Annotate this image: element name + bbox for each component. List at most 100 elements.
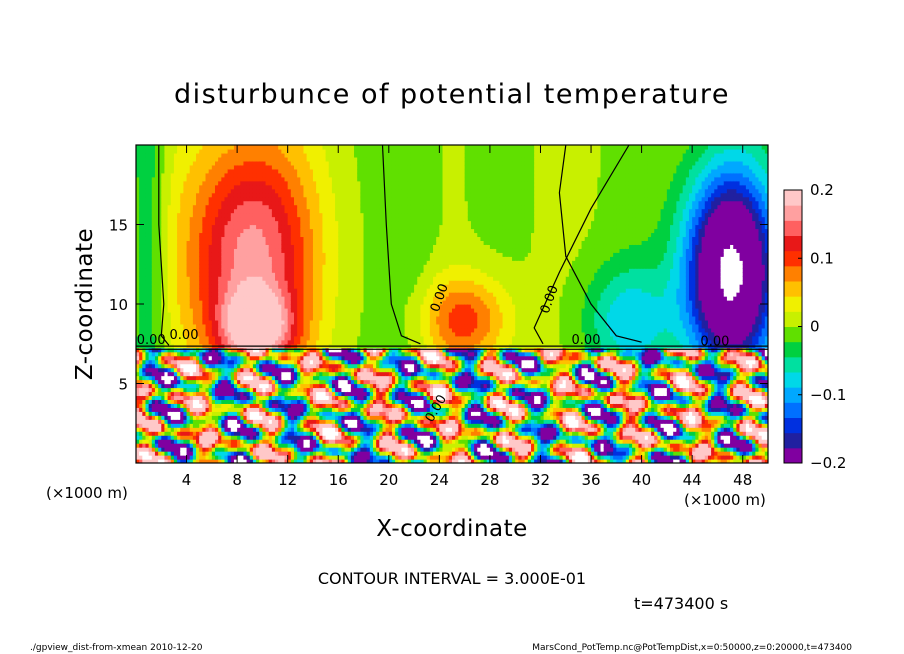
heatmap-cell bbox=[164, 443, 169, 448]
heatmap-cell bbox=[189, 327, 194, 333]
heatmap-cell bbox=[186, 323, 191, 329]
heatmap-cell bbox=[158, 439, 162, 444]
heatmap-cell bbox=[170, 395, 175, 401]
heatmap-cell bbox=[167, 367, 172, 373]
heatmap-cell bbox=[196, 315, 200, 321]
heatmap-cell bbox=[136, 399, 140, 404]
heatmap-cell bbox=[177, 315, 181, 321]
heatmap-cell bbox=[158, 184, 162, 190]
heatmap-cell bbox=[192, 419, 197, 424]
heatmap-cell bbox=[136, 192, 140, 198]
heatmap-cell bbox=[196, 403, 200, 408]
heatmap-cell bbox=[154, 268, 159, 273]
heatmap-cell bbox=[161, 367, 166, 373]
heatmap-cell bbox=[145, 391, 150, 397]
heatmap-cell bbox=[161, 435, 166, 440]
heatmap-cell bbox=[136, 331, 140, 337]
heatmap-cell bbox=[183, 387, 188, 393]
heatmap-cell bbox=[139, 156, 143, 162]
heatmap-cell bbox=[167, 228, 172, 234]
heatmap-cell bbox=[167, 276, 172, 281]
heatmap-cell bbox=[142, 323, 147, 329]
heatmap-cell bbox=[154, 319, 159, 325]
heatmap-cell bbox=[189, 268, 194, 273]
heatmap-cell bbox=[161, 276, 166, 281]
heatmap-cell bbox=[177, 395, 181, 401]
heatmap-cell bbox=[154, 300, 159, 305]
heatmap-cell bbox=[136, 379, 140, 385]
heatmap-cell bbox=[186, 363, 191, 369]
heatmap-cell bbox=[173, 228, 178, 234]
heatmap-cell bbox=[196, 383, 200, 389]
heatmap-cell bbox=[192, 284, 197, 289]
heatmap-cell bbox=[189, 200, 194, 206]
heatmap-cell bbox=[183, 399, 188, 404]
heatmap-cell bbox=[167, 411, 172, 416]
heatmap-cell bbox=[136, 156, 140, 162]
heatmap-cell bbox=[154, 180, 159, 186]
heatmap-cell bbox=[196, 296, 200, 301]
heatmap-cell bbox=[167, 419, 172, 424]
heatmap-cell bbox=[183, 331, 188, 337]
heatmap-cell bbox=[180, 164, 184, 170]
heatmap-cell bbox=[136, 451, 140, 456]
heatmap-cell bbox=[136, 248, 140, 253]
heatmap-cell bbox=[154, 403, 159, 408]
heatmap-cell bbox=[139, 439, 143, 444]
heatmap-cell bbox=[180, 383, 184, 389]
heatmap-cell bbox=[167, 359, 172, 365]
heatmap-cell bbox=[148, 407, 153, 412]
heatmap-cell bbox=[183, 355, 188, 361]
heatmap-cell bbox=[151, 387, 156, 393]
heatmap-cell bbox=[148, 419, 153, 424]
heatmap-cell bbox=[180, 244, 184, 249]
heatmap-cell bbox=[170, 335, 175, 341]
heatmap-cell bbox=[161, 451, 166, 456]
heatmap-cell bbox=[158, 363, 162, 369]
heatmap-cell bbox=[154, 423, 159, 428]
heatmap-cell bbox=[142, 431, 147, 436]
heatmap-cell bbox=[192, 152, 197, 158]
heatmap-cell bbox=[148, 232, 153, 238]
heatmap-cell bbox=[170, 260, 175, 265]
heatmap-cell bbox=[189, 331, 194, 337]
heatmap-cell bbox=[136, 439, 140, 444]
heatmap-cell bbox=[158, 319, 162, 325]
heatmap-cell bbox=[139, 196, 143, 202]
heatmap-cell bbox=[161, 399, 166, 404]
heatmap-cell bbox=[177, 355, 181, 361]
heatmap-cell bbox=[177, 184, 181, 190]
heatmap-cell bbox=[196, 331, 200, 337]
heatmap-cell bbox=[173, 256, 178, 261]
heatmap-cell bbox=[142, 252, 147, 257]
heatmap-cell bbox=[196, 391, 200, 397]
heatmap-cell bbox=[167, 383, 172, 389]
heatmap-cell bbox=[158, 220, 162, 226]
heatmap-cell bbox=[183, 300, 188, 305]
heatmap-cell bbox=[136, 200, 140, 206]
heatmap-cell bbox=[173, 212, 178, 218]
heatmap-cell bbox=[136, 264, 140, 269]
heatmap-cell bbox=[145, 367, 150, 373]
heatmap-cell bbox=[164, 375, 169, 381]
heatmap-cell bbox=[148, 315, 153, 321]
heatmap-cell bbox=[177, 176, 181, 182]
heatmap-cell bbox=[164, 264, 169, 269]
heatmap-cell bbox=[148, 300, 153, 305]
heatmap-cell bbox=[142, 359, 147, 365]
heatmap-cell bbox=[183, 232, 188, 238]
heatmap-cell bbox=[145, 152, 150, 158]
heatmap-cell bbox=[145, 208, 150, 214]
heatmap-cell bbox=[189, 264, 194, 269]
heatmap-cell bbox=[148, 268, 153, 273]
heatmap-cell bbox=[189, 411, 194, 416]
heatmap-cell bbox=[148, 455, 153, 460]
heatmap-cell bbox=[170, 196, 175, 202]
heatmap-cell bbox=[180, 371, 184, 377]
heatmap-cell bbox=[161, 331, 166, 337]
heatmap-cell bbox=[173, 292, 178, 297]
heatmap-cell bbox=[142, 300, 147, 305]
heatmap-cell bbox=[177, 156, 181, 162]
heatmap-cell bbox=[158, 252, 162, 257]
heatmap-cell bbox=[161, 204, 166, 210]
